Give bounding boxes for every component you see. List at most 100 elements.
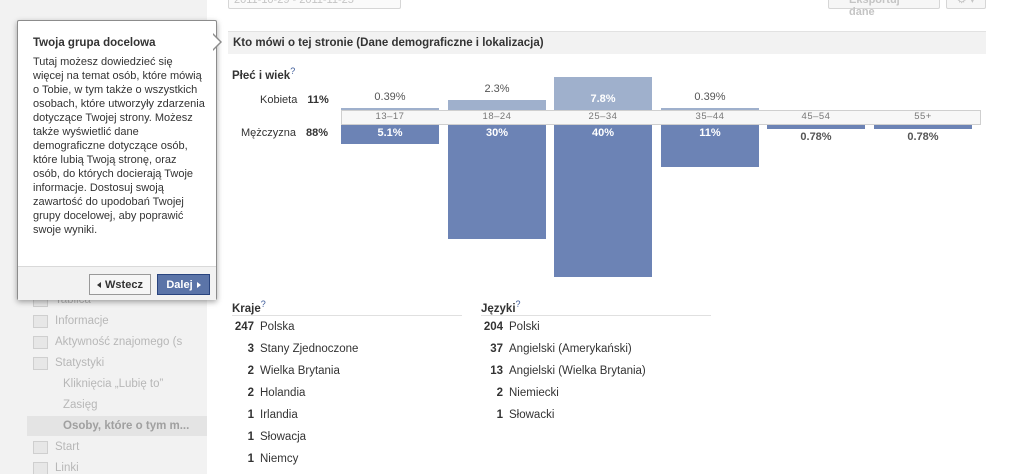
age-tick-label: 45–54 (801, 111, 831, 122)
list-item-count: 247 (234, 321, 254, 333)
female-bar[interactable] (448, 100, 546, 110)
section-title: Kto mówi o tej stronie (Dane demograficz… (228, 31, 986, 54)
sidebar-item-talking-about[interactable]: Osoby, które o tym m... (27, 416, 207, 436)
female-bar-label: 7.8% (590, 93, 616, 105)
list-item-name: Holandia (260, 387, 306, 399)
list-item-name: Słowacja (260, 431, 307, 443)
male-bar[interactable] (874, 125, 972, 129)
male-bar[interactable] (554, 125, 652, 277)
back-button[interactable]: Wstecz (89, 274, 151, 295)
sidebar-item-reach[interactable]: Zasięg (63, 395, 235, 415)
sidebar-item-label: Start (55, 441, 80, 453)
sidebar-item-info[interactable]: Informacje (33, 311, 205, 331)
help-icon[interactable]: ? (290, 66, 296, 76)
sidebar-item-label: Statystyki (55, 357, 105, 369)
languages-divider (481, 315, 711, 316)
tooltip-body: Tutaj możesz dowiedzieć się więcej na te… (33, 56, 205, 236)
list-item: 3 Stany Zjednoczone (226, 343, 359, 355)
list-item-name: Niemcy (260, 453, 299, 465)
sidebar-item-statistics[interactable]: Statystyki (33, 353, 205, 373)
list-item-name: Polska (260, 321, 295, 333)
male-bar-label: 30% (485, 127, 509, 139)
list-item: 1 Słowacja (226, 431, 306, 443)
female-bar[interactable] (554, 77, 652, 110)
list-item-name: Angielski (Amerykański) (509, 343, 632, 355)
age-tick-label: 35–44 (695, 111, 725, 122)
list-item: 1 Niemcy (226, 453, 299, 465)
list-item-count: 1 (247, 409, 254, 421)
next-button[interactable]: Dalej (157, 274, 210, 295)
male-bar[interactable] (341, 125, 439, 145)
list-item-count: 13 (490, 365, 503, 377)
gender-age-heading: Płeć i wiek? (232, 66, 296, 82)
export-data-button[interactable]: Eksportuj dane (828, 0, 940, 18)
female-row-label: Kobieta 11% (260, 94, 329, 106)
list-item-name: Polski (509, 321, 540, 333)
female-bar-label: 0.39% (374, 91, 406, 103)
list-item: 204 Polski (475, 321, 540, 333)
list-item-count: 3 (247, 343, 254, 355)
age-tick-label: 25–34 (588, 111, 618, 122)
sidebar-item-label: Zasięg (63, 399, 98, 411)
female-bar[interactable] (341, 108, 439, 110)
list-item: 37 Angielski (Amerykański) (475, 343, 632, 355)
top-toolbar: 2011-10-29 - 2011-11-25 Eksportuj dane ⚙… (228, 0, 988, 18)
sidebar-item-start[interactable]: Start (33, 437, 205, 457)
list-item: 2 Wielka Brytania (226, 365, 340, 377)
countries-heading: Kraje? (232, 299, 266, 315)
help-icon[interactable]: ? (515, 299, 521, 309)
sidebar-item-label: Linki (55, 462, 79, 474)
list-item-count: 1 (496, 409, 503, 421)
gear-icon[interactable]: ⚙ ▾ (946, 0, 986, 9)
audience-tooltip: Twoja grupa docelowa Tutaj możesz dowied… (17, 20, 217, 300)
sidebar-item-friends-activity[interactable]: Aktywność znajomego (s (33, 332, 205, 352)
list-item: 1 Irlandia (226, 409, 298, 421)
home-icon (33, 440, 48, 454)
age-tick-label: 18–24 (482, 111, 512, 122)
help-icon[interactable]: ? (260, 299, 266, 309)
male-bar[interactable] (448, 125, 546, 239)
female-bar[interactable] (661, 108, 759, 110)
sidebar-item-label: Informacje (55, 315, 109, 327)
tooltip-title: Twoja grupa docelowa (33, 37, 156, 49)
link-icon (33, 461, 48, 474)
friends-icon (33, 335, 48, 349)
list-item-count: 204 (483, 321, 503, 333)
list-item-name: Wielka Brytania (260, 365, 340, 377)
male-bar[interactable] (767, 125, 865, 129)
age-axis (341, 110, 981, 125)
sidebar-item-label: Kliknięcia „Lubię to” (63, 378, 164, 390)
list-item-name: Niemiecki (509, 387, 559, 399)
list-item-name: Słowacki (509, 409, 555, 421)
chevron-left-icon (97, 281, 102, 288)
languages-heading: Języki? (481, 299, 521, 315)
info-icon (33, 314, 48, 328)
male-bar-label: 40% (591, 127, 615, 139)
list-item: 247 Polska (226, 321, 295, 333)
list-item-count: 2 (496, 387, 503, 399)
sidebar-item-likes[interactable]: Kliknięcia „Lubię to” (63, 374, 235, 394)
male-bar-label: 0.78% (907, 131, 939, 143)
list-item-name: Angielski (Wielka Brytania) (509, 365, 646, 377)
list-item: 2 Niemiecki (475, 387, 559, 399)
male-percentage: 88% (306, 127, 329, 139)
list-item: 2 Holandia (226, 387, 306, 399)
male-bar-label: 0.78% (800, 131, 832, 143)
tooltip-arrow-inner (212, 34, 220, 50)
list-item-count: 2 (247, 387, 254, 399)
chevron-right-icon (196, 281, 201, 288)
female-bar-label: 0.39% (694, 91, 726, 103)
sidebar-item-links[interactable]: Linki (33, 458, 205, 474)
age-tick-label: 55+ (914, 111, 932, 122)
sidebar-item-label: Aktywność znajomego (s (55, 336, 183, 348)
list-item-count: 1 (247, 431, 254, 443)
countries-divider (232, 315, 462, 316)
date-range-selector[interactable]: 2011-10-29 - 2011-11-25 (228, 0, 401, 9)
tooltip-footer: Wstecz Dalej (18, 266, 216, 300)
female-percentage: 11% (307, 94, 329, 106)
list-item: 1 Słowacki (475, 409, 555, 421)
male-bar-label: 5.1% (377, 127, 403, 139)
list-item-name: Irlandia (260, 409, 298, 421)
stats-icon (33, 356, 48, 370)
male-bar[interactable] (661, 125, 759, 167)
